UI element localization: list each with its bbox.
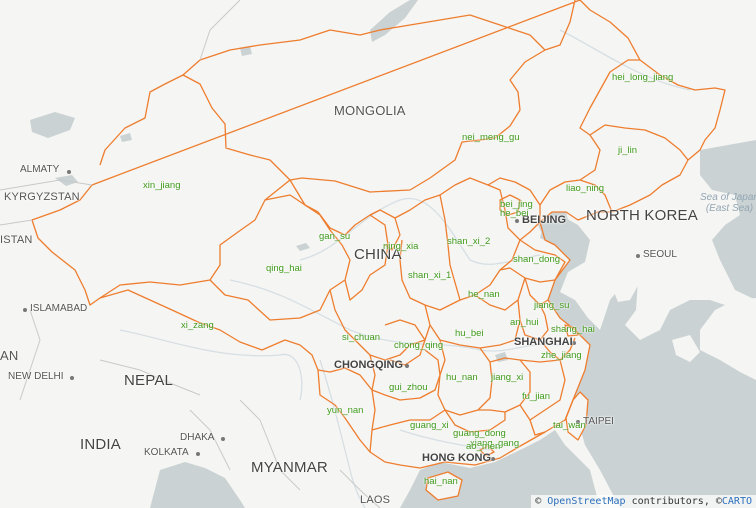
border-sichuan-chongqing xyxy=(329,289,431,361)
border-jilin xyxy=(579,124,689,181)
yellow-sea-water xyxy=(540,215,756,508)
small-lake-1 xyxy=(120,133,132,142)
lake-issyk-kul-water xyxy=(55,175,78,186)
osm-attribution-link[interactable]: OpenStreetMap xyxy=(547,496,626,507)
border-fujian xyxy=(519,359,566,421)
border-gansu xyxy=(289,179,389,301)
korea-land xyxy=(590,220,670,302)
sea-of-japan-water xyxy=(700,140,756,300)
border-hunan xyxy=(437,339,493,416)
border-hubei xyxy=(424,304,521,349)
china-outer-border xyxy=(31,0,726,469)
border-nepal-india xyxy=(99,359,201,396)
mongolia-border xyxy=(182,14,546,76)
border-myanmar xyxy=(239,399,301,491)
border-shanghai xyxy=(564,324,579,337)
border-kazakh-kyrgyz xyxy=(0,179,93,191)
qinghai-lake-water xyxy=(296,243,310,251)
small-lake-2 xyxy=(240,46,252,56)
bay-of-bengal-water xyxy=(150,462,245,508)
border-hebei xyxy=(487,177,541,241)
border-jiangxi xyxy=(478,357,531,413)
hainan-border xyxy=(425,471,463,501)
taiwan-border xyxy=(565,391,589,441)
yellow-river xyxy=(299,197,541,265)
border-laos xyxy=(339,469,381,508)
border-pakistan-india xyxy=(19,309,41,401)
japan-land xyxy=(700,298,756,380)
pearl-river xyxy=(399,429,491,451)
carto-attribution-link[interactable]: CARTO xyxy=(721,496,752,507)
border-xinjiang-xizang xyxy=(99,179,291,299)
brahmaputra-river xyxy=(119,329,303,401)
attribution-contributors: contributors, © xyxy=(631,496,722,507)
border-hk-macau xyxy=(479,445,495,457)
border-shanxi1-shanxi2 xyxy=(394,177,521,311)
border-henan xyxy=(474,277,526,311)
yangtze-river xyxy=(229,279,561,352)
border-guangdong xyxy=(444,409,546,436)
border-shandong xyxy=(499,239,566,283)
border-ningxia xyxy=(369,209,401,251)
border-guizhou xyxy=(369,349,441,401)
border-india-bangladesh xyxy=(189,409,231,471)
bohai-water xyxy=(538,212,570,240)
map-attribution: © OpenStreetMap contributors, ©CARTO xyxy=(531,495,756,508)
lake-baikal-water xyxy=(370,0,418,42)
japan-land-south xyxy=(672,335,700,362)
border-yunnan xyxy=(317,367,376,453)
border-beijing xyxy=(499,194,521,216)
hainan-land xyxy=(426,472,462,500)
border-kyrgyz-south xyxy=(0,219,33,226)
border-russia-mongolia xyxy=(199,0,241,61)
border-heilongjiang xyxy=(579,59,640,136)
attribution-prefix: © xyxy=(535,496,542,507)
border-shanxi2-hebei xyxy=(439,194,461,301)
lake-khanka-water xyxy=(30,112,75,138)
border-guangxi xyxy=(371,409,446,431)
mekong-river xyxy=(319,359,366,508)
